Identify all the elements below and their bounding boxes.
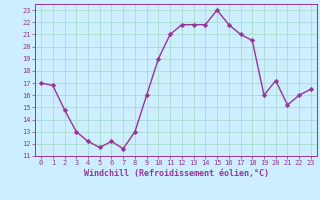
X-axis label: Windchill (Refroidissement éolien,°C): Windchill (Refroidissement éolien,°C) xyxy=(84,169,268,178)
